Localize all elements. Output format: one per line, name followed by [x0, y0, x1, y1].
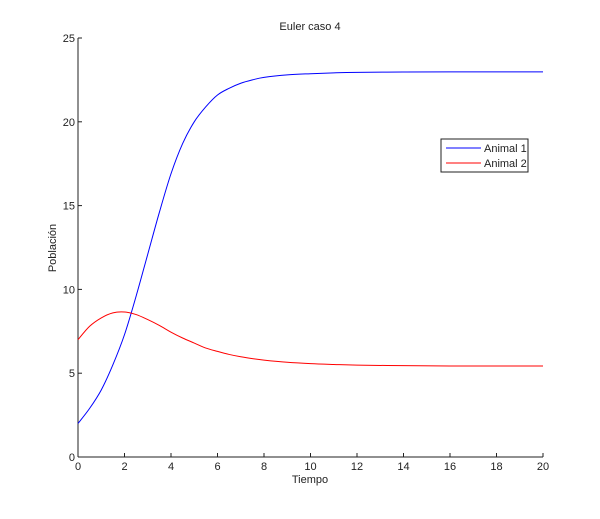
x-tick-label: 18: [490, 461, 502, 473]
chart-title: Euler caso 4: [279, 21, 340, 33]
axes: 0 2 4 6 8 10 12 14 16 18 20 0 5 10 15 20 25: [63, 33, 549, 473]
legend: Animal 1 Animal 2: [440, 138, 529, 173]
y-tick-label: 5: [69, 368, 75, 380]
x-tick-label: 14: [397, 461, 409, 473]
legend-box: [440, 138, 529, 173]
x-tick-label: 4: [168, 461, 174, 473]
x-tick-label: 16: [444, 461, 456, 473]
x-tick-label: 10: [304, 461, 316, 473]
legend-label-animal-1: Animal 1: [484, 143, 527, 155]
series-line-1: [77, 71, 543, 424]
data-lines: [77, 71, 543, 424]
x-tick-label: 2: [121, 461, 127, 473]
x-tick-label: 6: [214, 461, 220, 473]
series-line-2: [77, 311, 543, 367]
x-tick-label: 8: [261, 461, 267, 473]
y-tick-label: 10: [63, 284, 75, 296]
x-tick-label: 20: [537, 461, 549, 473]
x-axis-label: Tiempo: [292, 474, 328, 486]
y-tick-label: 25: [63, 33, 75, 45]
x-tick-label: 0: [75, 461, 81, 473]
x-tick-label: 12: [351, 461, 363, 473]
legend-label-animal-2: Animal 2: [484, 158, 527, 170]
y-tick-label: 0: [69, 452, 75, 464]
y-axis-label: Población: [47, 224, 59, 272]
y-tick-label: 20: [63, 117, 75, 129]
y-tick-label: 15: [63, 201, 75, 213]
